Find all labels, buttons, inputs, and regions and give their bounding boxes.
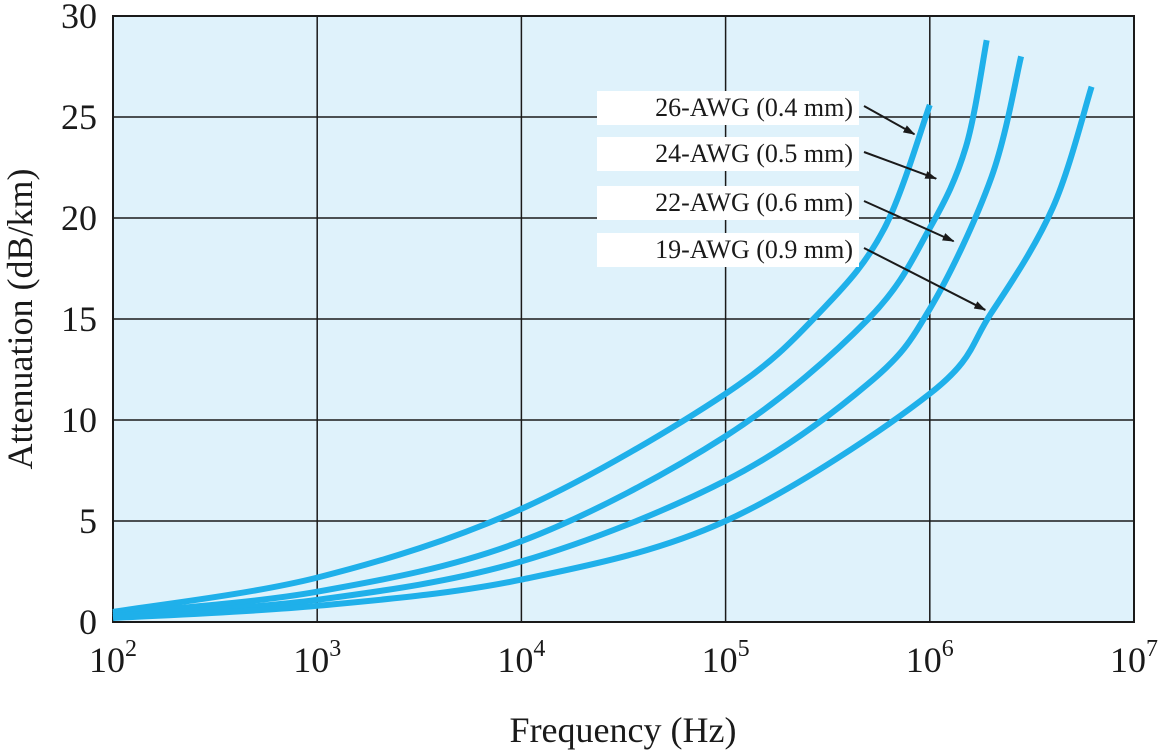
series-line (112, 103, 933, 615)
x-tick-label: 105 (702, 636, 750, 680)
x-tick-label: 102 (89, 636, 137, 680)
legend-annotations: 26-AWG (0.4 mm) 24-AWG (0.5 mm) 22-AWG (0.… (597, 91, 987, 311)
x-tick-labels: 102 103 104 105 106 107 (89, 636, 1158, 680)
x-tick-exponent: 4 (533, 636, 545, 662)
x-tick-exponent: 2 (125, 636, 137, 662)
legend-arrow (863, 151, 938, 180)
y-tick-label: 30 (61, 0, 97, 36)
x-tick-label: 106 (906, 636, 954, 680)
legend-label: 19-AWG (0.9 mm) (655, 235, 853, 264)
x-axis-title: Frequency (Hz) (510, 710, 737, 750)
x-tick-exponent: 7 (1146, 636, 1158, 662)
y-tick-label: 5 (79, 501, 97, 541)
y-tick-labels: 0 5 10 15 20 25 30 (61, 0, 97, 642)
x-tick-base: 10 (1110, 640, 1146, 680)
legend-arrow (863, 247, 987, 311)
x-tick-exponent: 5 (738, 636, 750, 662)
x-tick-base: 10 (906, 640, 942, 680)
y-tick-label: 10 (61, 400, 97, 440)
legend-label: 22-AWG (0.6 mm) (655, 188, 853, 217)
x-tick-label: 107 (1110, 636, 1158, 680)
legend-arrow (863, 105, 916, 136)
plot-frame (112, 15, 1135, 623)
y-tick-label: 25 (61, 97, 97, 137)
x-tick-label: 104 (497, 636, 545, 680)
x-tick-base: 10 (497, 640, 533, 680)
x-tick-base: 10 (89, 640, 125, 680)
x-tick-exponent: 6 (942, 636, 954, 662)
y-tick-label: 0 (79, 602, 97, 642)
legend-label-background (597, 91, 859, 125)
x-tick-base: 10 (702, 640, 738, 680)
legend-label-background (597, 233, 859, 267)
legend-label: 26-AWG (0.4 mm) (655, 93, 853, 122)
y-tick-label: 15 (61, 299, 97, 339)
series-line (112, 39, 990, 617)
x-tick-base: 10 (293, 640, 329, 680)
legend-arrow (863, 200, 955, 243)
x-tick-label: 103 (293, 636, 341, 680)
series-line (112, 55, 1025, 619)
y-tick-label: 20 (61, 198, 97, 238)
legend-label-background (597, 186, 859, 220)
x-tick-exponent: 3 (329, 636, 341, 662)
y-axis-title: Attenuation (dB/km) (0, 169, 40, 470)
series-layer (112, 39, 1095, 621)
legend-label-background (597, 137, 859, 171)
series-line (112, 85, 1095, 621)
legend-label: 24-AWG (0.5 mm) (655, 139, 853, 168)
